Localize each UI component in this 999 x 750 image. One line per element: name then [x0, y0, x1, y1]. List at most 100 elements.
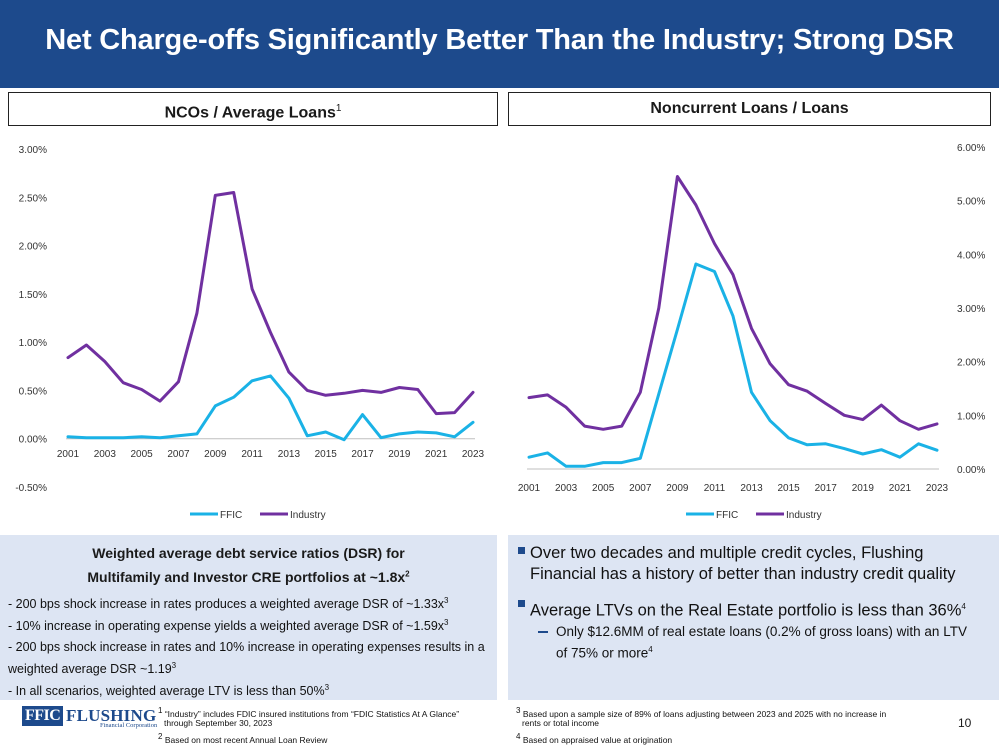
x-tick-label: 2007 — [167, 449, 190, 460]
y-tick-label: 0.50% — [19, 386, 47, 397]
x-tick-label: 2019 — [852, 483, 875, 494]
bullet-square-icon — [518, 547, 525, 554]
footnote-2: 2 Based on most recent Annual Loan Revie… — [158, 731, 327, 746]
dsr-heading-line2-text: Multifamily and Investor CRE portfolios … — [87, 569, 406, 585]
x-tick-label: 2013 — [740, 483, 763, 494]
x-tick-label: 2007 — [629, 483, 652, 494]
chart-title-ncos-sup: 1 — [335, 103, 342, 114]
x-tick-label: 2015 — [778, 483, 801, 494]
sub-bullet-line2-text: of 75% or more — [556, 645, 649, 661]
x-tick-label: 2005 — [592, 483, 615, 494]
x-tick-label: 2009 — [204, 449, 227, 460]
logo-sub: Financial Corporation — [100, 722, 158, 729]
footnote-3: 3 Based upon a sample size of 89% of loa… — [516, 705, 886, 720]
y-tick-label: 1.00% — [19, 338, 47, 349]
dsr-heading-sup: 2 — [405, 569, 410, 579]
bullet-square-icon — [518, 600, 525, 607]
series-line-industry — [66, 191, 475, 416]
dsr-item-1: - 200 bps shock increase in rates produc… — [8, 596, 448, 611]
dsr-item-1-sup: 3 — [444, 596, 449, 605]
footnote-2-sup: 2 — [158, 732, 163, 741]
dsr-panel — [0, 535, 497, 700]
logo-name: FLUSHING — [66, 706, 157, 725]
x-tick-label: 2021 — [889, 483, 912, 494]
dsr-item-3b: weighted average DSR ~1.193 — [8, 661, 176, 676]
dsr-heading-line2: Multifamily and Investor CRE portfolios … — [0, 569, 497, 585]
chart-noncurrent: 6.00% 5.00% 4.00% 3.00% 2.00% 1.00% 0.00% 2001 2… — [518, 143, 986, 521]
bullets-panel — [508, 535, 999, 700]
chart-ncos: 3.00% 2.50% 2.00% 1.50% 1.00% 0.50% 0.00% -0.50… — [15, 145, 484, 521]
sub-bullet: Only $12.6MM of real estate loans (0.2% … — [556, 623, 967, 663]
dsr-item-4-sup: 3 — [324, 683, 330, 692]
footnote-1-sup: 1 — [158, 706, 163, 715]
dsr-item-2-sup: 3 — [444, 618, 449, 627]
x-tick-label: 2017 — [815, 483, 838, 494]
dsr-item-2: - 10% increase in operating expense yiel… — [8, 618, 448, 633]
x-tick-label: 2013 — [278, 449, 301, 460]
y-tick-label: 5.00% — [957, 197, 985, 208]
x-tick-label: 2021 — [425, 449, 448, 460]
x-tick-label: 2015 — [315, 449, 338, 460]
x-tick-label: 2017 — [351, 449, 374, 460]
legend-label-ffic: FFIC — [220, 510, 242, 521]
x-tick-label: 2009 — [666, 483, 689, 494]
y-tick-label: 3.00% — [19, 145, 47, 156]
bullet-1: Over two decades and multiple credit cyc… — [530, 543, 956, 585]
y-tick-label: 2.50% — [19, 193, 47, 204]
sub-bullet-dash-icon — [538, 631, 548, 633]
y-tick-label: 3.00% — [957, 304, 985, 315]
chart-title-box-noncurrent: Noncurrent Loans / Loans — [508, 92, 991, 126]
bullet-1-line2: Financial has a history of better than i… — [530, 565, 956, 583]
y-tick-label: 0.00% — [19, 435, 47, 446]
footnote-1-cont: through September 30, 2023 — [164, 718, 273, 728]
sub-bullet-line2: of 75% or more4 — [556, 641, 967, 663]
x-tick-label: 2011 — [704, 483, 726, 494]
y-tick-label: 1.50% — [19, 290, 47, 301]
x-tick-label: 2001 — [518, 483, 541, 494]
legend-label-industry: Industry — [786, 510, 822, 521]
y-tick-label: 4.00% — [957, 250, 985, 261]
series-line-industry — [527, 175, 939, 431]
x-tick-label: 2005 — [131, 449, 154, 460]
dsr-item-1-text: - 200 bps shock increase in rates produc… — [8, 597, 445, 612]
series-line-ffic — [66, 374, 475, 442]
title-bar: Net Charge-offs Significantly Better Tha… — [0, 0, 999, 88]
y-tick-label: -0.50% — [15, 483, 47, 494]
y-tick-label: 6.00% — [957, 143, 985, 154]
sub-bullet-sup: 4 — [648, 645, 653, 654]
chart-title-box-ncos: NCOs / Average Loans1 — [8, 92, 498, 126]
footnote-3-sup: 3 — [516, 706, 521, 715]
bullet-1-line1: Over two decades and multiple credit cyc… — [530, 544, 924, 562]
x-tick-label: 2023 — [926, 483, 949, 494]
y-tick-label: 2.00% — [19, 242, 47, 253]
x-tick-label: 2003 — [555, 483, 578, 494]
chart-title-ncos: NCOs / Average Loans1 — [9, 93, 497, 129]
bullet-2-text: Average LTVs on the Real Estate portfoli… — [530, 601, 962, 620]
dsr-item-4-text: - In all scenarios, weighted average LTV… — [8, 684, 325, 699]
footnote-2-text: Based on most recent Annual Loan Review — [164, 734, 328, 745]
series-line-ffic — [527, 262, 939, 468]
page-title: Net Charge-offs Significantly Better Tha… — [45, 24, 954, 56]
footnote-4-sup: 4 — [516, 732, 521, 741]
y-tick-label: 2.00% — [957, 358, 985, 369]
bullet-2-sup: 4 — [961, 602, 966, 611]
dsr-heading-line1: Weighted average debt service ratios (DS… — [92, 545, 405, 561]
legend-label-industry: Industry — [290, 510, 326, 521]
footnote-1: 1 “Industry” includes FDIC insured insti… — [158, 705, 459, 720]
dsr-item-3b-sup: 3 — [171, 661, 177, 670]
x-tick-label: 2001 — [57, 449, 80, 460]
footnote-4-text: Based on appraised value at origination — [522, 734, 673, 745]
legend-label-ffic: FFIC — [716, 510, 738, 521]
dsr-item-3b-text: weighted average DSR ~1.19 — [8, 662, 172, 677]
x-tick-label: 2011 — [241, 449, 263, 460]
bullet-2: Average LTVs on the Real Estate portfoli… — [530, 596, 966, 622]
page-number: 10 — [958, 716, 972, 730]
dsr-item-3-text: - 200 bps shock increase in rates and 10… — [8, 640, 485, 654]
dsr-item-3: - 200 bps shock increase in rates and 10… — [8, 640, 485, 654]
y-tick-label: 1.00% — [957, 411, 985, 422]
footnote-3-line1: Based upon a sample size of 89% of loans… — [522, 708, 887, 719]
sub-bullet-line1: Only $12.6MM of real estate loans (0.2% … — [556, 624, 967, 639]
logo-ffic: FFIC — [22, 706, 64, 726]
chart-title-noncurrent: Noncurrent Loans / Loans — [650, 100, 849, 117]
x-tick-label: 2019 — [388, 449, 411, 460]
